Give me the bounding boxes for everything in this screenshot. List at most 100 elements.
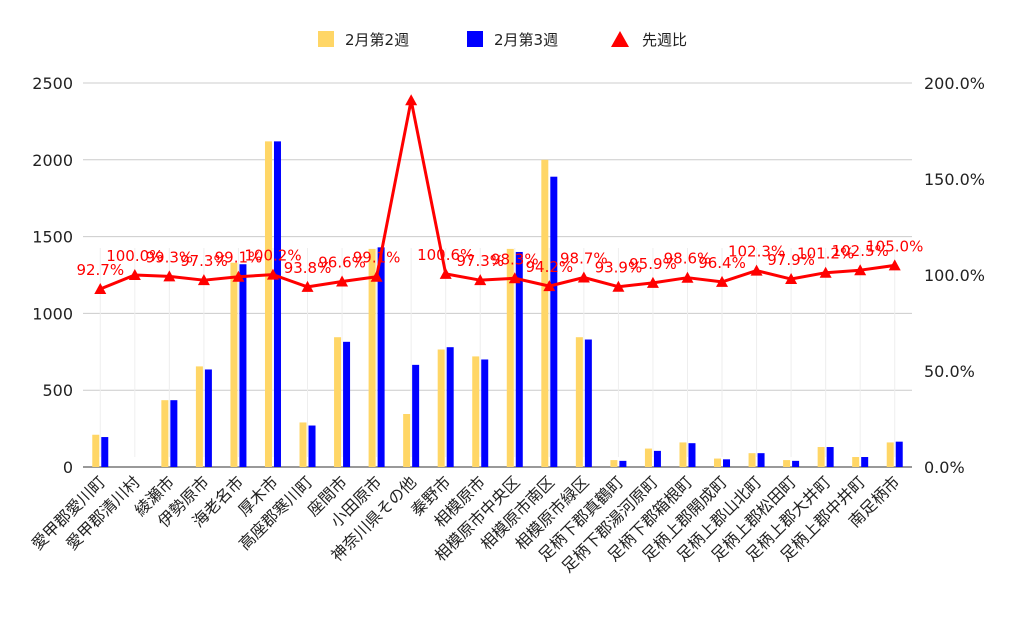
bar-series-2 [481, 359, 489, 467]
bar-series-1 [852, 457, 860, 467]
axes: 0 500 1000 1500 2000 2500 0.0% 50.0% 100.0% 150.0… [28, 74, 985, 576]
ratio-point-marker [716, 275, 729, 287]
ratio-data-label: 99.3% [146, 248, 194, 266]
y-left-tick-label: 2000 [32, 151, 73, 170]
bar-series-1 [334, 337, 342, 467]
bar-series-2 [584, 339, 592, 467]
bar-series-1 [368, 248, 376, 467]
bar-series-1 [195, 366, 203, 467]
ratio-data-label: 99.1% [353, 249, 401, 267]
bar-series-1 [92, 434, 100, 467]
ratio-data-label: 102.5% [832, 242, 889, 260]
ratio-line-series [94, 94, 901, 295]
ratio-point-marker [301, 280, 314, 292]
ratio-data-label: 97.3% [456, 252, 504, 270]
bar-series-1 [230, 262, 238, 467]
bar-series-1 [610, 460, 618, 467]
y-left-tick-label: 2500 [32, 74, 73, 93]
bar-series-2 [377, 247, 385, 467]
bar-series-2 [101, 437, 109, 467]
ratio-data-label: 98.3% [491, 250, 539, 268]
bar-series-2 [619, 460, 627, 467]
ratio-point-marker [785, 273, 798, 285]
bar-series-1 [472, 356, 480, 467]
ratio-point-marker [681, 271, 694, 283]
bar-series-2 [343, 341, 351, 467]
bar-series-2 [861, 457, 869, 467]
ratio-data-label: 100.0% [106, 247, 163, 265]
bars [92, 141, 903, 468]
ratio-data-label: 93.8% [284, 259, 332, 277]
ratio-data-label: 100.2% [244, 247, 301, 265]
bar-series-2 [723, 459, 731, 467]
ratio-point-marker [819, 266, 832, 278]
bar-series-1 [575, 337, 583, 467]
bar-series-2 [653, 450, 661, 467]
ratio-data-label: 97.3% [180, 252, 228, 270]
ratio-point-marker [336, 275, 349, 287]
y-right-tick-label: 150.0% [924, 170, 985, 189]
ratio-data-label: 96.6% [318, 254, 366, 272]
bar-series-2 [688, 443, 696, 467]
ratio-line [99, 98, 895, 291]
y-left-tick-label: 0 [63, 458, 73, 477]
bar-series-1 [403, 414, 411, 467]
legend: 2月第2週 2月第3週 先週比 [318, 31, 687, 49]
ratio-point-marker [370, 270, 383, 282]
ratio-point-marker [854, 264, 867, 276]
bar-series-1 [748, 453, 756, 467]
bar-series-1 [264, 141, 272, 468]
ratio-data-label: 96.4% [698, 254, 746, 272]
legend-swatch-series-1 [318, 31, 334, 47]
legend-label-series-3: 2月第3週 [494, 31, 558, 49]
ratio-data-label: 101.2% [797, 245, 854, 263]
bar-series-1 [817, 447, 825, 467]
ratio-point-marker [439, 267, 452, 279]
bar-series-1 [644, 448, 652, 467]
bar-series-2 [792, 460, 800, 467]
ratio-point-marker [474, 274, 487, 286]
bar-series-1 [783, 460, 791, 467]
bar-series-1 [299, 422, 307, 467]
y-left-tick-label: 1500 [32, 228, 73, 247]
bar-series-2 [412, 364, 420, 467]
y-left-tick-label: 500 [42, 381, 73, 400]
bar-series-2 [895, 441, 903, 467]
data-labels: 92.7%100.0%99.3%97.3%99.1%100.2%93.8%96.… [76, 237, 923, 279]
ratio-point-marker [612, 280, 625, 292]
ratio-point-marker [197, 274, 210, 286]
ratio-point-marker [888, 259, 901, 271]
ratio-data-label: 105.0% [866, 237, 923, 255]
y-right-tick-label: 100.0% [924, 266, 985, 285]
bar-series-1 [541, 159, 549, 468]
ratio-data-label: 94.2% [525, 258, 573, 276]
ratio-point-marker [646, 276, 659, 288]
bar-series-2 [826, 447, 834, 467]
bar-series-2 [204, 369, 212, 467]
bar-series-2 [239, 264, 247, 467]
ratio-point-marker [128, 269, 141, 280]
ratio-data-label: 92.7% [76, 261, 124, 279]
ratio-point-marker [543, 280, 556, 292]
ratio-point-marker [577, 271, 590, 283]
bar-series-1 [437, 349, 445, 467]
ratio-data-label: 93.9% [595, 259, 643, 277]
ratio-data-label: 98.7% [560, 249, 608, 267]
bar-series-1 [679, 442, 687, 467]
bar-series-1 [886, 442, 894, 467]
bar-series-2 [446, 347, 454, 467]
ratio-data-label: 98.6% [664, 250, 712, 268]
bar-series-2 [308, 425, 316, 467]
bar-series-2 [757, 453, 765, 467]
ratio-data-label: 102.3% [728, 243, 785, 261]
bar-series-1 [161, 400, 169, 467]
y-right-tick-label: 0.0% [924, 458, 965, 477]
y-right-tick-label: 200.0% [924, 74, 985, 93]
legend-swatch-series-2 [467, 31, 483, 47]
ratio-data-label: 99.1% [215, 249, 263, 267]
ratio-point-marker [750, 264, 763, 276]
legend-label-series-1: 2月第2週 [345, 31, 409, 49]
legend-triangle-icon [611, 31, 629, 47]
ratio-data-label: 97.9% [767, 251, 815, 269]
bar-series-1 [506, 248, 514, 467]
